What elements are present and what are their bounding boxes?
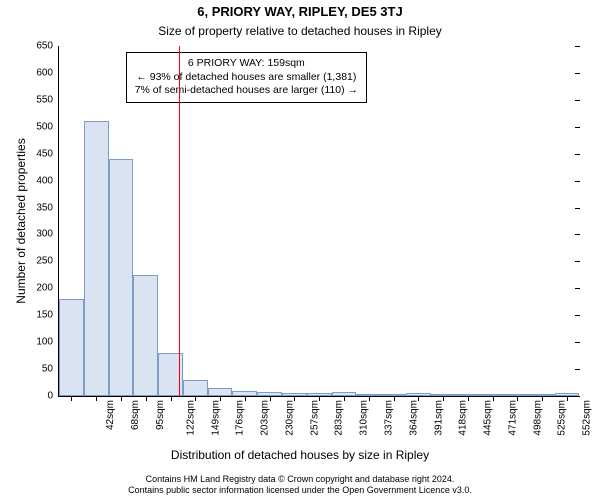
- x-tick-mark: [517, 396, 518, 401]
- x-tick-label: 257sqm: [309, 400, 320, 436]
- histogram-bar: [208, 388, 233, 396]
- y-tick-label: 200: [36, 283, 59, 294]
- x-tick-label: 176sqm: [235, 400, 246, 436]
- x-tick-label: 310sqm: [359, 400, 370, 436]
- x-axis-label: Distribution of detached houses by size …: [0, 448, 600, 462]
- annotation-line: 6 PRIORY WAY: 159sqm: [135, 57, 358, 71]
- x-tick-label: 445sqm: [483, 400, 494, 436]
- y-tick-label: 650: [36, 41, 59, 52]
- x-tick-mark: [418, 396, 419, 401]
- x-tick-label: 552sqm: [582, 400, 593, 436]
- x-tick-mark: [443, 396, 444, 401]
- y-tick-label: 250: [36, 256, 59, 267]
- x-tick-mark: [171, 396, 172, 401]
- x-tick-mark: [121, 396, 122, 401]
- footer-line-1: Contains HM Land Registry data © Crown c…: [0, 474, 600, 485]
- x-tick-label: 283sqm: [334, 400, 345, 436]
- x-tick-mark: [146, 396, 147, 401]
- y-tick-label: 450: [36, 148, 59, 159]
- x-tick-mark: [394, 396, 395, 401]
- x-tick-label: 471sqm: [508, 400, 519, 436]
- y-tick-mark: [575, 342, 580, 343]
- x-tick-mark: [195, 396, 196, 401]
- x-tick-label: 418sqm: [458, 400, 469, 436]
- x-tick-mark: [220, 396, 221, 401]
- x-tick-mark: [567, 396, 568, 401]
- y-tick-label: 550: [36, 94, 59, 105]
- marker-line: [179, 46, 180, 396]
- y-axis-label: Number of detached properties: [14, 46, 28, 396]
- footer-attribution: Contains HM Land Registry data © Crown c…: [0, 474, 600, 497]
- x-tick-label: 68sqm: [130, 400, 141, 430]
- y-tick-mark: [575, 369, 580, 370]
- y-tick-mark: [575, 261, 580, 262]
- x-tick-label: 230sqm: [284, 400, 295, 436]
- y-tick-label: 600: [36, 67, 59, 78]
- y-tick-label: 0: [47, 391, 59, 402]
- chart-container: 6, PRIORY WAY, RIPLEY, DE5 3TJ Size of p…: [0, 0, 600, 500]
- x-tick-mark: [71, 396, 72, 401]
- y-tick-label: 50: [42, 364, 59, 375]
- x-tick-label: 337sqm: [384, 400, 395, 436]
- annotation-line: 7% of semi-detached houses are larger (1…: [135, 84, 358, 98]
- annotation-box: 6 PRIORY WAY: 159sqm← 93% of detached ho…: [126, 52, 367, 103]
- x-tick-label: 203sqm: [260, 400, 271, 436]
- x-tick-mark: [344, 396, 345, 401]
- x-tick-mark: [294, 396, 295, 401]
- footer-line-2: Contains public sector information licen…: [0, 485, 600, 496]
- annotation-line: ← 93% of detached houses are smaller (1,…: [135, 71, 358, 85]
- x-tick-mark: [468, 396, 469, 401]
- x-tick-mark: [270, 396, 271, 401]
- y-tick-label: 350: [36, 202, 59, 213]
- plot-area: 6 PRIORY WAY: 159sqm← 93% of detached ho…: [58, 46, 579, 397]
- x-tick-mark: [245, 396, 246, 401]
- y-tick-mark: [575, 396, 580, 397]
- histogram-bar: [183, 380, 208, 396]
- x-tick-label: 122sqm: [185, 400, 196, 436]
- x-tick-label: 525sqm: [557, 400, 568, 436]
- x-tick-label: 498sqm: [532, 400, 543, 436]
- histogram-bar: [59, 299, 84, 396]
- histogram-bar: [84, 121, 109, 396]
- x-tick-mark: [369, 396, 370, 401]
- y-tick-label: 100: [36, 337, 59, 348]
- y-tick-mark: [575, 315, 580, 316]
- x-tick-mark: [96, 396, 97, 401]
- y-tick-mark: [575, 46, 580, 47]
- y-tick-mark: [575, 154, 580, 155]
- y-tick-label: 150: [36, 310, 59, 321]
- y-tick-label: 400: [36, 175, 59, 186]
- chart-subtitle: Size of property relative to detached ho…: [0, 24, 600, 38]
- x-tick-mark: [493, 396, 494, 401]
- x-tick-label: 42sqm: [105, 400, 116, 430]
- y-tick-mark: [575, 288, 580, 289]
- y-tick-label: 500: [36, 121, 59, 132]
- y-tick-mark: [575, 73, 580, 74]
- y-tick-mark: [575, 127, 580, 128]
- y-tick-mark: [575, 234, 580, 235]
- histogram-bar: [133, 275, 158, 396]
- y-tick-mark: [575, 208, 580, 209]
- x-tick-label: 95sqm: [155, 400, 166, 430]
- x-tick-label: 391sqm: [433, 400, 444, 436]
- y-tick-mark: [575, 181, 580, 182]
- x-tick-label: 149sqm: [210, 400, 221, 436]
- x-tick-mark: [319, 396, 320, 401]
- x-tick-mark: [542, 396, 543, 401]
- histogram-bar: [109, 159, 134, 396]
- y-tick-mark: [575, 100, 580, 101]
- y-tick-label: 300: [36, 229, 59, 240]
- x-tick-label: 364sqm: [408, 400, 419, 436]
- page-title: 6, PRIORY WAY, RIPLEY, DE5 3TJ: [0, 4, 600, 19]
